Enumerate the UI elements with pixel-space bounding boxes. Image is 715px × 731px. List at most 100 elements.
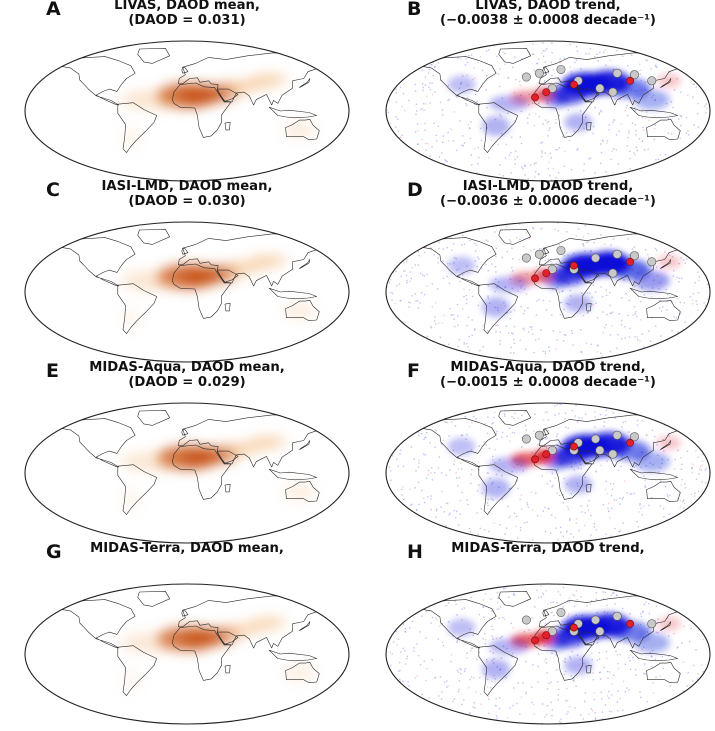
coastline — [478, 464, 518, 515]
station-marker — [591, 434, 601, 444]
map-background — [386, 403, 710, 543]
station-marker — [534, 68, 544, 78]
station-marker — [629, 251, 639, 261]
coastline — [285, 300, 320, 321]
station-marker-positive — [626, 76, 635, 85]
dust-hotspot — [120, 89, 185, 110]
coastline — [172, 444, 232, 500]
station-marker-positive — [626, 257, 635, 266]
negative-trend-region — [564, 656, 593, 675]
coastline — [402, 237, 497, 287]
coastline — [578, 269, 600, 283]
coastline — [117, 464, 157, 515]
dust-hotspot — [120, 270, 185, 291]
station-marker — [547, 445, 557, 455]
station-marker — [608, 268, 618, 278]
map-background — [386, 222, 710, 362]
map-frame — [24, 221, 350, 363]
station-marker — [612, 249, 622, 259]
coastline — [629, 106, 679, 119]
negative-trend-region — [447, 75, 476, 94]
map-field — [41, 410, 342, 515]
map-field — [386, 403, 710, 543]
negative-trend-region — [447, 256, 476, 275]
map-frame — [385, 402, 711, 544]
negative-trend-region — [564, 475, 593, 494]
coastline — [578, 450, 600, 464]
station-marker-positive — [570, 623, 578, 632]
dust-hotspot — [268, 73, 288, 86]
coastline — [268, 106, 318, 119]
map-panel-c: C IASI-LMD, DAOD mean, (DAOD = 0.030) — [12, 179, 362, 363]
panel-header: A LIVAS, DAOD mean, (DAOD = 0.031) — [12, 0, 362, 34]
coastlines — [41, 229, 342, 334]
negative-trend-region — [564, 113, 593, 132]
panel-header: D IASI-LMD, DAOD trend, (−0.0036 ± 0.000… — [373, 179, 715, 215]
negative-trend-region — [482, 116, 511, 137]
station-markers — [521, 245, 657, 283]
dust-hotspot — [283, 121, 316, 138]
station-marker — [608, 449, 618, 459]
station-marker — [612, 611, 622, 621]
map-panel-f: F MIDAS-Aqua, DAOD trend, (−0.0015 ± 0.0… — [373, 360, 715, 544]
coastline — [646, 300, 681, 321]
panel-letter: D — [407, 179, 423, 201]
coastline — [498, 410, 531, 426]
panel-letter: C — [46, 179, 60, 201]
station-marker — [647, 257, 657, 267]
coastline — [533, 444, 593, 500]
dust-hotspot — [268, 435, 288, 448]
coastline — [478, 283, 518, 334]
dust-hotspot — [283, 302, 316, 319]
coastline — [585, 303, 592, 312]
coastline — [660, 259, 672, 269]
coastline — [224, 303, 231, 312]
station-marker-positive — [626, 438, 635, 447]
coastline — [41, 418, 136, 468]
negative-trend-region — [482, 478, 511, 499]
coastline — [402, 56, 497, 106]
map-panel-g: G MIDAS-Terra, DAOD mean, — [12, 541, 362, 725]
station-marker-positive — [531, 636, 539, 645]
panel-title: MIDAS-Terra, DAOD trend, — [373, 541, 715, 556]
coastline — [137, 48, 170, 64]
coastline — [285, 481, 320, 502]
dust-hotspot — [122, 125, 139, 150]
coastline — [533, 263, 593, 319]
coastline — [172, 82, 232, 138]
panel-title: LIVAS, DAOD trend, (−0.0038 ± 0.0008 dec… — [373, 0, 715, 28]
station-marker — [534, 430, 544, 440]
station-markers — [521, 430, 639, 464]
negative-trend-region — [489, 276, 530, 293]
station-marker — [595, 626, 605, 636]
station-marker — [591, 615, 601, 625]
coastline — [217, 269, 239, 283]
coastline — [41, 237, 136, 287]
panel-title-line1: MIDAS-Aqua, DAOD mean, — [89, 360, 285, 375]
coastline — [660, 440, 672, 450]
coastline — [478, 102, 518, 153]
dust-hotspot — [268, 254, 288, 267]
map-background — [25, 222, 349, 362]
coastline — [137, 410, 170, 426]
coastline — [178, 414, 342, 468]
panel-title: LIVAS, DAOD mean, (DAOD = 0.031) — [12, 0, 362, 28]
dust-hotspot — [120, 632, 185, 653]
station-marker — [608, 87, 618, 97]
coastline — [646, 119, 681, 140]
panel-letter: E — [46, 360, 59, 382]
panel-title-line1: MIDAS-Terra, DAOD trend, — [451, 541, 645, 556]
station-marker — [612, 68, 622, 78]
coastline — [585, 122, 592, 131]
station-marker — [556, 64, 566, 74]
dust-hotspot — [122, 487, 139, 512]
map-background — [25, 403, 349, 543]
panel-title-line2: (−0.0038 ± 0.0008 decade⁻¹) — [440, 13, 656, 28]
coastline — [299, 440, 311, 450]
coastline — [646, 481, 681, 502]
station-marker — [534, 249, 544, 259]
station-marker-positive — [570, 261, 578, 270]
coastline — [137, 229, 170, 245]
station-marker-positive — [531, 455, 539, 464]
station-marker — [595, 445, 605, 455]
